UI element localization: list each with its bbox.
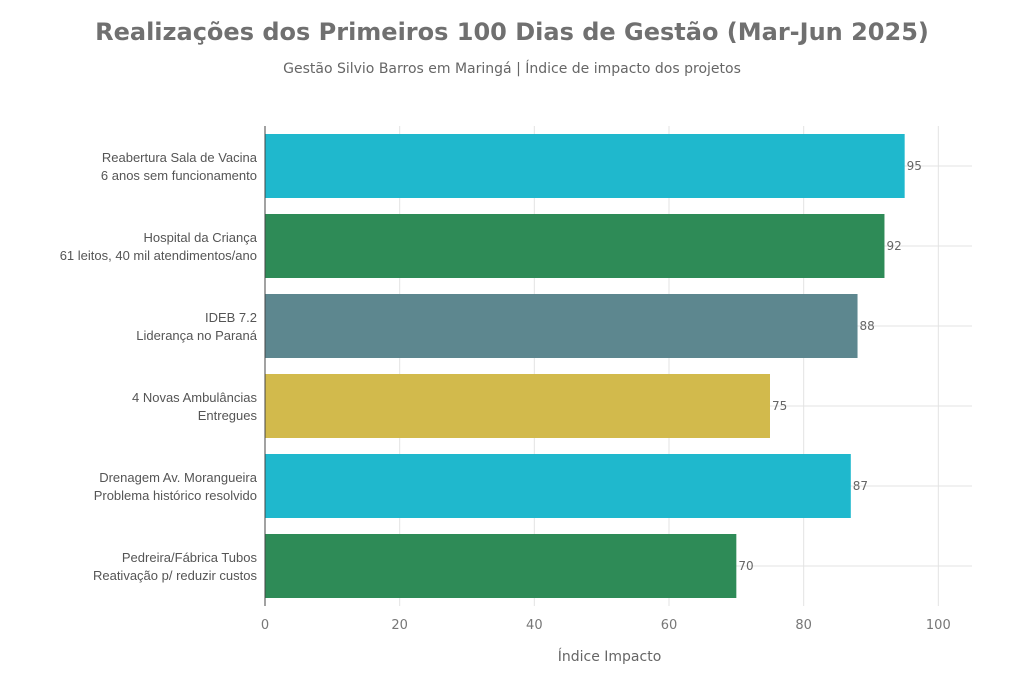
category-label: Liderança no Paraná: [136, 328, 257, 343]
bar: [265, 454, 851, 518]
x-tick-label: 100: [926, 618, 951, 633]
bar-value-label: 95: [907, 159, 922, 173]
bar-value-label: 70: [738, 559, 753, 573]
bar: [265, 294, 858, 358]
category-label: 4 Novas Ambulâncias: [132, 390, 258, 405]
category-labels: 95 Reabertura Sala de Vacina 6 anos sem fu…: [60, 150, 922, 583]
category-label: 61 leitos, 40 mil atendimentos/ano: [60, 248, 257, 263]
x-tick-label: 40: [526, 618, 543, 633]
bar: [265, 374, 770, 438]
category-label: IDEB 7.2: [205, 310, 257, 325]
category-label: Reabertura Sala de Vacina: [102, 150, 258, 165]
category-label: Problema histórico resolvido: [94, 488, 257, 503]
tick-labels: 0 20 40 60 80 100: [261, 618, 951, 633]
category-label: Reativação p/ reduzir custos: [93, 568, 258, 583]
chart-title: Realizações dos Primeiros 100 Dias de Ge…: [95, 18, 929, 46]
chart-subtitle: Gestão Silvio Barros em Maringá | Índice…: [283, 61, 741, 77]
bar-value-label: 75: [772, 399, 787, 413]
bar: [265, 134, 905, 198]
x-tick-label: 80: [795, 618, 812, 633]
category-label: Pedreira/Fábrica Tubos: [122, 550, 258, 565]
category-label: 6 anos sem funcionamento: [101, 168, 257, 183]
bars: [265, 134, 905, 598]
x-axis-title: Índice Impacto: [558, 648, 662, 665]
bar: [265, 214, 885, 278]
x-tick-label: 60: [661, 618, 678, 633]
bar-value-label: 87: [853, 479, 868, 493]
x-tick-label: 20: [391, 618, 408, 633]
category-label: Drenagem Av. Morangueira: [99, 470, 258, 485]
category-label: Hospital da Criança: [144, 230, 258, 245]
bar: [265, 534, 737, 598]
x-tick-label: 0: [261, 618, 269, 633]
category-label: Entregues: [198, 408, 258, 423]
bar-value-label: 92: [886, 239, 901, 253]
bar-value-label: 88: [860, 319, 875, 333]
